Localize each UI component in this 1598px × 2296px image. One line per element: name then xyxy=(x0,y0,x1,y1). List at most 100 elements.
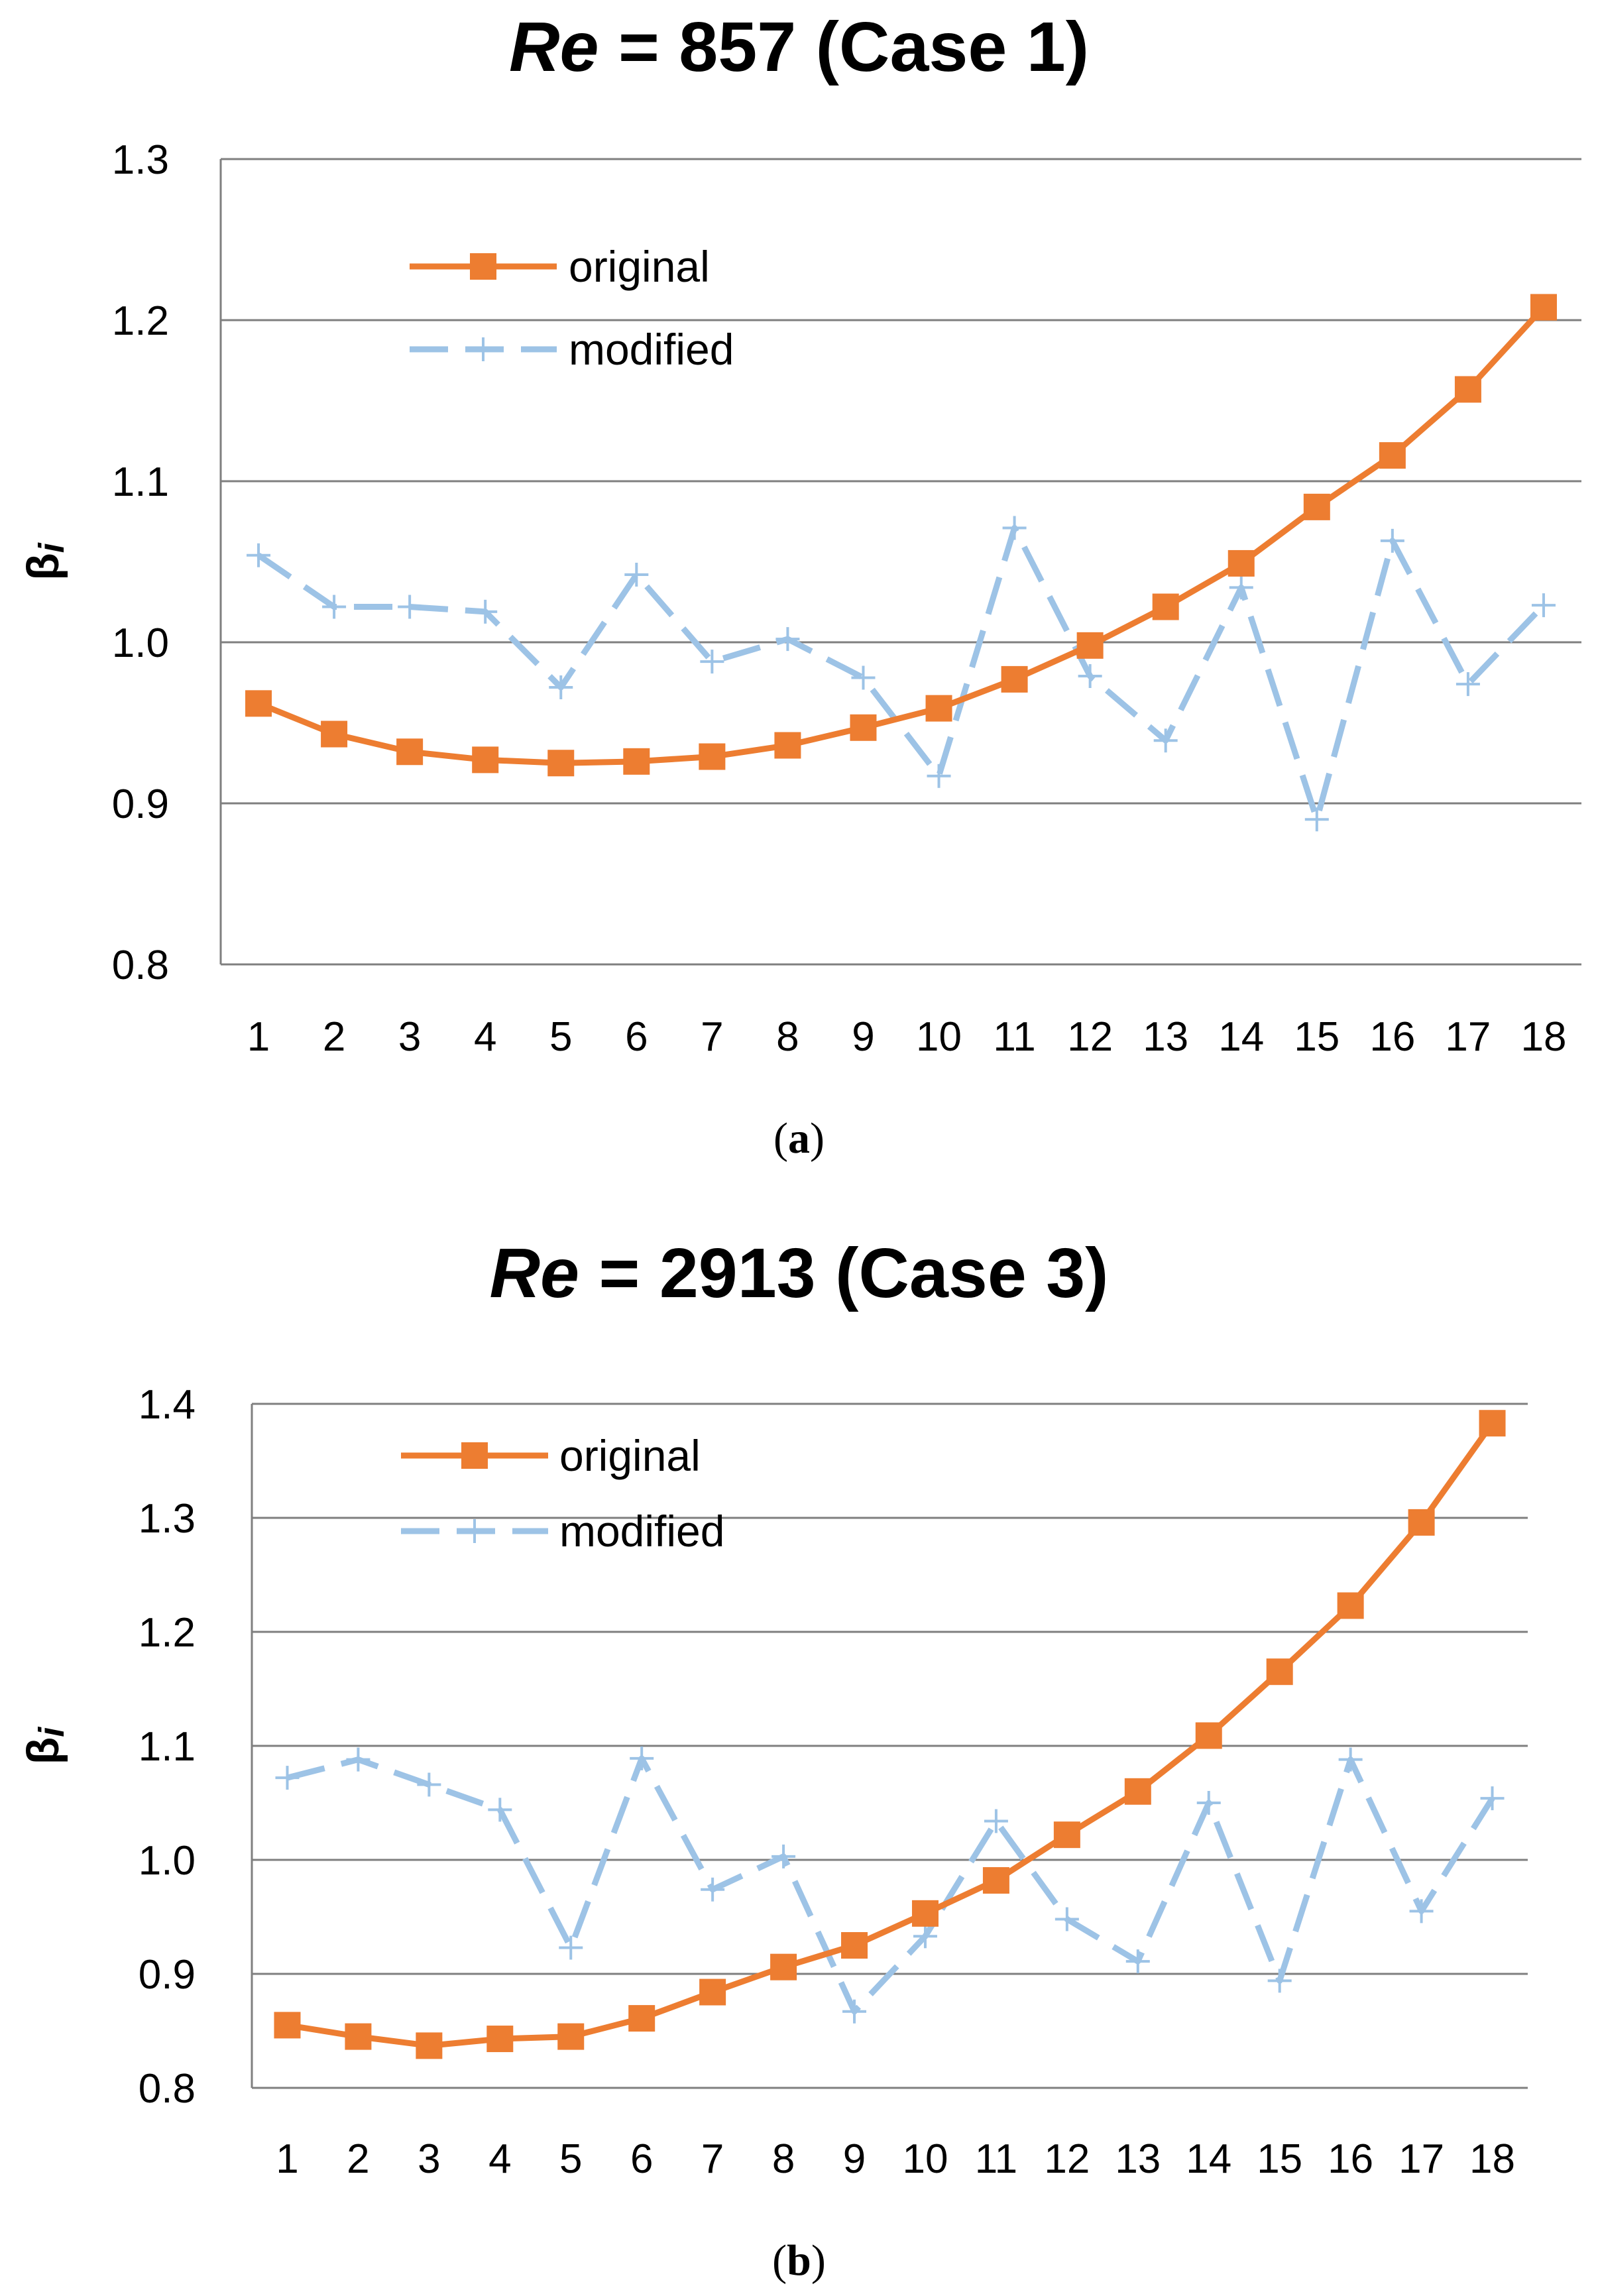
series-line-b-modified xyxy=(286,1755,1495,2015)
x-tick-label-b-5: 6 xyxy=(630,2136,653,2182)
y-axis-title-b-sub: i xyxy=(32,1727,72,1737)
point-a-modified-2 xyxy=(398,595,422,619)
point-a-modified-9 xyxy=(927,764,951,788)
chart-title-b: Re = 2913 (Case 3) xyxy=(0,1238,1598,1308)
point-a-original-5 xyxy=(623,748,650,775)
x-tick-label-a-16: 17 xyxy=(1445,1014,1491,1060)
point-a-original-4 xyxy=(547,750,575,777)
point-a-original-8 xyxy=(850,714,877,741)
x-tick-label-b-12: 13 xyxy=(1115,2136,1161,2182)
point-b-modified-10 xyxy=(984,1809,1008,1833)
chart-title-a-rest: = 857 (Case 1) xyxy=(599,8,1090,86)
point-b-original-12 xyxy=(1124,1778,1151,1805)
point-b-modified-9 xyxy=(913,1924,937,1949)
x-tick-label-b-3: 4 xyxy=(488,2136,511,2182)
y-axis-title-b: βi xyxy=(18,1727,72,1765)
x-tick-label-b-17: 18 xyxy=(1469,2136,1515,2182)
point-a-modified-14 xyxy=(1304,807,1329,832)
y-tick-label-a-4: 1.2 xyxy=(112,298,169,344)
x-tick-label-a-8: 9 xyxy=(852,1014,874,1060)
point-a-original-3 xyxy=(472,746,499,774)
point-b-modified-2 xyxy=(417,1772,441,1797)
x-tick-label-a-9: 10 xyxy=(916,1014,962,1060)
chart-title-a-re: Re xyxy=(508,8,599,86)
caption-a: (a) xyxy=(773,1114,825,1163)
x-tick-label-b-2: 3 xyxy=(418,2136,440,2182)
x-tick-label-a-3: 4 xyxy=(474,1014,496,1060)
point-b-modified-7 xyxy=(771,1844,796,1868)
y-tick-label-a-5: 1.3 xyxy=(112,137,169,183)
y-tick-label-a-2: 1.0 xyxy=(112,620,169,666)
x-tick-label-a-5: 6 xyxy=(625,1014,648,1060)
point-b-original-11 xyxy=(1053,1821,1080,1849)
point-a-modified-5 xyxy=(624,562,649,587)
point-b-modified-3 xyxy=(488,1798,512,1822)
chart-title-a: Re = 857 (Case 1) xyxy=(0,12,1598,82)
point-a-modified-4 xyxy=(549,675,573,700)
point-a-original-9 xyxy=(925,695,952,722)
y-axis-title-a-beta: β xyxy=(18,553,68,581)
point-b-original-15 xyxy=(1337,1592,1364,1619)
point-a-original-7 xyxy=(774,732,801,759)
point-b-modified-15 xyxy=(1338,1747,1363,1772)
legend-marker-b-modified xyxy=(463,1519,486,1543)
caption-a-letter: a xyxy=(788,1114,810,1163)
x-tick-label-b-0: 1 xyxy=(276,2136,298,2182)
x-tick-label-b-8: 9 xyxy=(843,2136,866,2182)
x-tick-label-a-2: 3 xyxy=(398,1014,421,1060)
x-tick-label-a-1: 2 xyxy=(323,1014,345,1060)
point-b-modified-4 xyxy=(559,1935,583,1960)
x-tick-label-b-15: 16 xyxy=(1328,2136,1373,2182)
y-tick-label-b-5: 1.3 xyxy=(139,1496,196,1542)
legend-marker-a-modified xyxy=(471,337,495,361)
point-a-original-13 xyxy=(1227,549,1255,577)
y-tick-label-a-1: 0.9 xyxy=(112,781,169,827)
x-tick-label-a-14: 15 xyxy=(1294,1014,1340,1060)
x-tick-label-a-15: 16 xyxy=(1369,1014,1415,1060)
series-line-a-modified xyxy=(257,524,1546,823)
point-b-original-2 xyxy=(416,2032,443,2059)
y-tick-label-b-2: 1.0 xyxy=(139,1838,196,1884)
point-b-original-0 xyxy=(274,2012,301,2039)
caption-b-letter: b xyxy=(787,2236,811,2285)
point-b-original-4 xyxy=(557,2023,585,2050)
y-tick-label-a-3: 1.1 xyxy=(112,459,169,505)
point-a-original-12 xyxy=(1152,593,1179,620)
point-a-modified-11 xyxy=(1078,664,1102,689)
point-b-modified-17 xyxy=(1480,1786,1505,1811)
point-b-original-17 xyxy=(1479,1410,1506,1437)
y-axis-title-a: βi xyxy=(18,542,72,581)
point-b-modified-5 xyxy=(630,1746,654,1770)
chart-title-b-rest: = 2913 (Case 3) xyxy=(579,1234,1109,1312)
y-tick-label-b-3: 1.1 xyxy=(139,1724,196,1770)
point-b-original-10 xyxy=(982,1866,1009,1894)
x-tick-label-b-13: 14 xyxy=(1186,2136,1231,2182)
point-b-modified-13 xyxy=(1196,1791,1221,1815)
point-b-original-14 xyxy=(1266,1658,1293,1686)
point-b-modified-14 xyxy=(1267,1969,1292,1993)
x-tick-label-a-13: 14 xyxy=(1218,1014,1264,1060)
x-tick-label-a-4: 5 xyxy=(549,1014,572,1060)
point-a-modified-13 xyxy=(1229,575,1253,600)
point-b-modified-6 xyxy=(701,1877,725,1902)
y-tick-label-b-6: 1.4 xyxy=(139,1382,196,1428)
point-a-modified-0 xyxy=(247,543,271,567)
point-b-original-1 xyxy=(345,2023,372,2050)
chart-a: 0.80.91.01.11.21.31 2 3 4 5 6 7 8 9 10 11 12 13 14 15 1… xyxy=(18,137,1581,1060)
y-axis-title-b-beta: β xyxy=(18,1737,68,1765)
point-b-original-8 xyxy=(841,1932,868,1959)
point-a-original-6 xyxy=(699,743,726,770)
legend-label-a-original: original xyxy=(569,242,710,291)
legend-marker-a-original xyxy=(470,253,496,280)
chart-title-b-re: Re xyxy=(489,1234,580,1312)
point-a-original-2 xyxy=(396,738,424,766)
x-tick-label-a-12: 13 xyxy=(1143,1014,1188,1060)
point-a-modified-17 xyxy=(1531,593,1556,618)
point-a-original-0 xyxy=(245,690,272,717)
point-b-modified-1 xyxy=(346,1747,371,1772)
caption-b: (b) xyxy=(772,2236,826,2285)
point-b-original-5 xyxy=(628,2005,656,2032)
point-b-original-13 xyxy=(1195,1722,1222,1749)
x-tick-label-a-11: 12 xyxy=(1067,1014,1113,1060)
